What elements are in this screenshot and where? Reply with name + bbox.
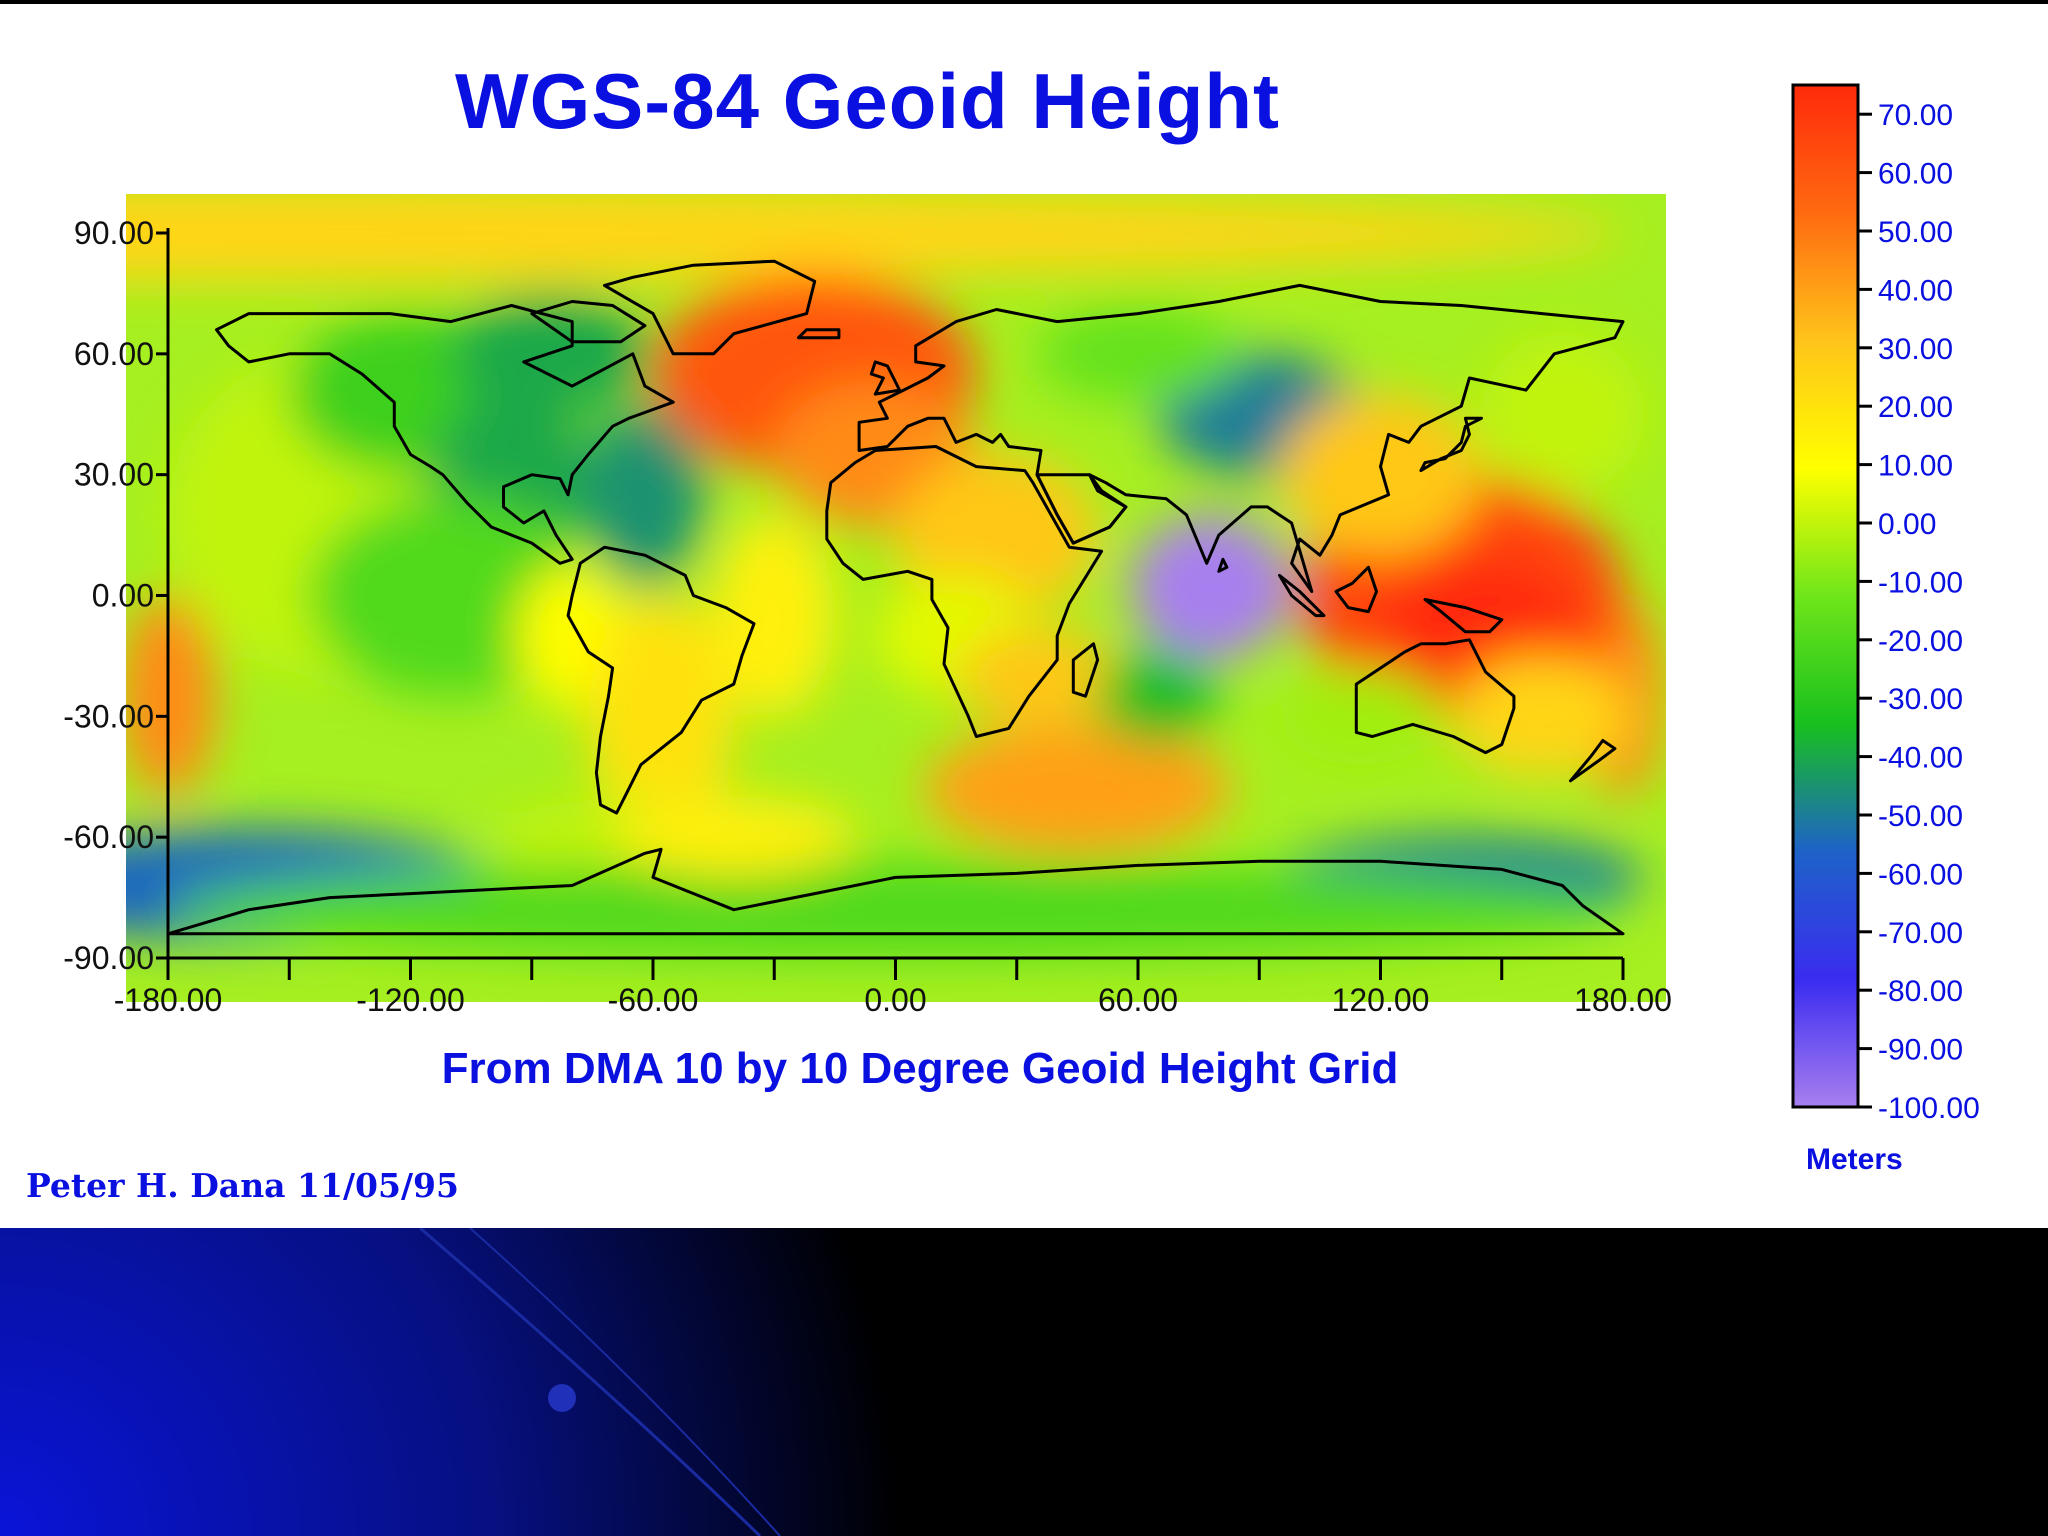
colorbar-tick-label: 40.00 bbox=[1878, 274, 1953, 307]
africa-outline bbox=[825, 445, 1104, 738]
geoid-anomaly-blob bbox=[1129, 514, 1292, 660]
colorbar-tick-label: -60.00 bbox=[1878, 858, 1963, 891]
iceland-outline bbox=[797, 328, 841, 340]
continent-outlines bbox=[166, 259, 1625, 936]
sri-lanka-outline bbox=[1217, 557, 1229, 573]
x-tick-label: 120.00 bbox=[1332, 982, 1430, 1018]
colorbar-tick-label: -80.00 bbox=[1878, 975, 1963, 1008]
colorbar-tick-label: -70.00 bbox=[1878, 917, 1963, 950]
geoid-map-figure: 90.00 60.00 30.00 0.00 -30.00 -60.00 -90.00 -18… bbox=[63, 83, 1980, 1125]
x-tick-label: 60.00 bbox=[1098, 982, 1178, 1018]
baffin-outline bbox=[530, 300, 647, 344]
geoid-anomaly-blob bbox=[1453, 655, 1632, 777]
geoid-anomaly-blob bbox=[168, 861, 1623, 959]
y-tick-label: -30.00 bbox=[63, 698, 154, 734]
geoid-anomaly-blob bbox=[1097, 647, 1219, 745]
sumatra-outline bbox=[1278, 573, 1326, 618]
geoid-anomaly-blob bbox=[126, 194, 1623, 282]
colorbar-tick-label: 0.00 bbox=[1878, 508, 1936, 541]
x-tick-label: 180.00 bbox=[1574, 982, 1672, 1018]
y-tick-label: 0.00 bbox=[92, 578, 154, 614]
colorbar-tick-label: -20.00 bbox=[1878, 625, 1963, 658]
colorbar-tick-label: -30.00 bbox=[1878, 683, 1963, 716]
south-america-outline bbox=[566, 545, 756, 815]
colorbar-tick-label: -10.00 bbox=[1878, 566, 1963, 599]
map-axes: 90.00 60.00 30.00 0.00 -30.00 -60.00 -90.00 -18… bbox=[63, 215, 1672, 1018]
greenland-outline bbox=[603, 259, 817, 356]
japan-outline bbox=[1419, 416, 1483, 473]
y-tick-label: -90.00 bbox=[63, 940, 154, 976]
y-tick-label: 60.00 bbox=[74, 336, 154, 372]
geoid-heatmap bbox=[126, 194, 1666, 1002]
y-tick-label: 90.00 bbox=[74, 215, 154, 251]
colorbar-tick-label: -50.00 bbox=[1878, 800, 1963, 833]
geoid-anomaly-blob bbox=[1279, 668, 1442, 765]
decorative-arc bbox=[419, 1226, 762, 1536]
x-tick-label: -60.00 bbox=[608, 982, 699, 1018]
geoid-anomaly-blob bbox=[1481, 333, 1644, 495]
colorbar-tick-label: -40.00 bbox=[1878, 742, 1963, 775]
colorbar-tick-label: 70.00 bbox=[1878, 99, 1953, 132]
colorbar-tick-label: 20.00 bbox=[1878, 391, 1953, 424]
colorbar-tick-label: 10.00 bbox=[1878, 450, 1953, 483]
uk-outline bbox=[869, 360, 901, 396]
y-tick-label: 30.00 bbox=[74, 457, 154, 493]
y-tick-label: -60.00 bbox=[63, 819, 154, 855]
new-zealand-outline bbox=[1569, 739, 1617, 783]
new-guinea-outline bbox=[1423, 598, 1504, 634]
geoid-anomaly-blob bbox=[923, 724, 1231, 854]
arabia-outline bbox=[1035, 473, 1128, 545]
madagascar-outline bbox=[1071, 642, 1100, 698]
chart-subtitle: From DMA 10 by 10 Degree Geoid Height Gr… bbox=[441, 1044, 1399, 1093]
decorative-dot bbox=[548, 1384, 576, 1412]
colorbar: 70.00 60.00 50.00 40.00 30.00 20.00 10.00 0.00 -… bbox=[1791, 83, 1980, 1125]
colorbar-tick-label: -90.00 bbox=[1878, 1034, 1963, 1067]
geoid-anomaly-blob bbox=[713, 514, 835, 717]
x-tick-label: -180.00 bbox=[114, 982, 223, 1018]
x-tick-label: 0.00 bbox=[864, 982, 926, 1018]
colorbar-tick-label: 50.00 bbox=[1878, 216, 1953, 249]
colorbar-tick-label: 30.00 bbox=[1878, 333, 1953, 366]
geoid-anomaly-blob bbox=[126, 595, 217, 797]
geoid-anomaly-blob bbox=[1279, 394, 1482, 556]
australia-outline bbox=[1354, 638, 1516, 755]
geoid-anomaly-blob bbox=[956, 627, 1118, 725]
eurasia-outline bbox=[857, 283, 1625, 593]
colorbar-gradient bbox=[1791, 83, 1860, 1109]
chart-title: WGS-84 Geoid Height bbox=[454, 57, 1281, 145]
decorative-arc bbox=[469, 1227, 781, 1536]
geoid-anomaly-blob bbox=[584, 406, 706, 584]
colorbar-tick-label: -100.00 bbox=[1878, 1092, 1980, 1125]
colorbar-label: Meters bbox=[1806, 1143, 1903, 1176]
colorbar-tick-label: 60.00 bbox=[1878, 158, 1953, 191]
borneo-outline bbox=[1334, 565, 1378, 614]
antarctica-outline bbox=[166, 847, 1625, 936]
geoid-anomaly-blob bbox=[588, 595, 734, 838]
geoid-anomaly-blob bbox=[1036, 305, 1240, 403]
geoid-anomaly-blob bbox=[612, 796, 856, 878]
credit-text: Peter H. Dana 11/05/95 bbox=[26, 1166, 459, 1205]
x-tick-label: -120.00 bbox=[356, 982, 465, 1018]
north-america-outline bbox=[215, 304, 675, 565]
